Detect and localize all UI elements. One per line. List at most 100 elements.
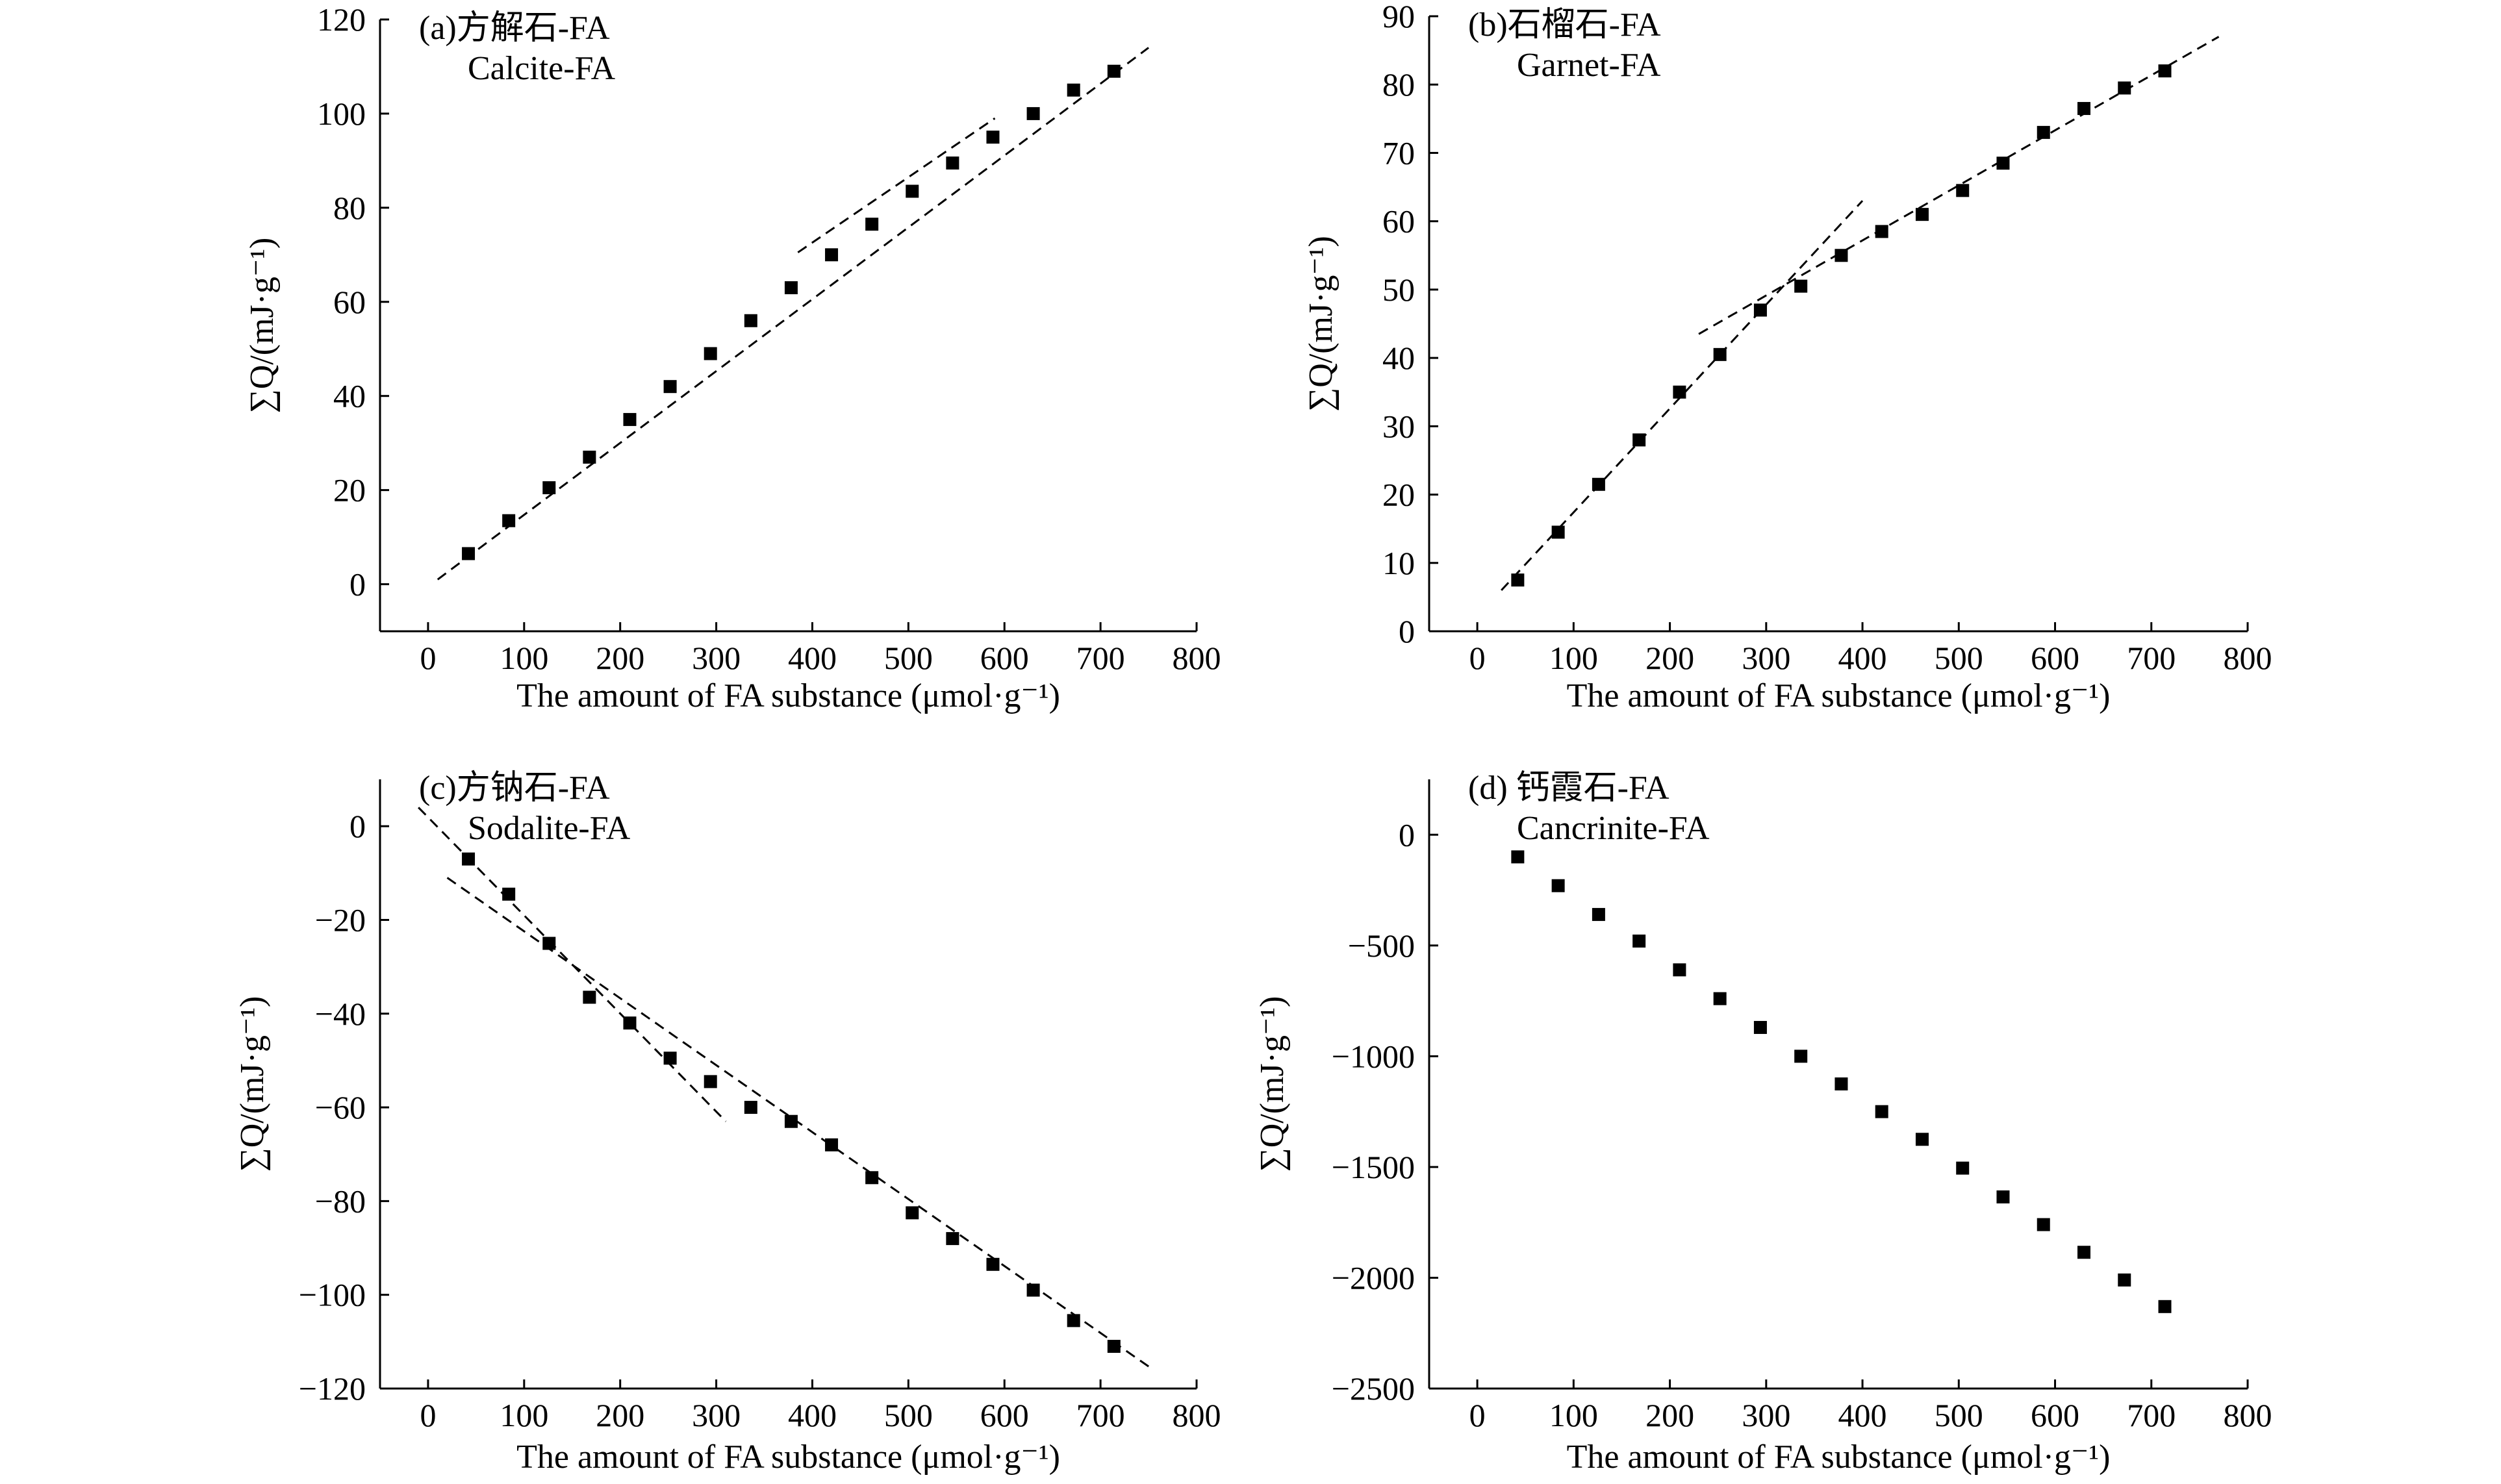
data-point — [1956, 1161, 1970, 1175]
data-point — [1956, 184, 1970, 197]
fit-line — [446, 877, 1154, 1371]
data-point — [1875, 225, 1888, 238]
data-point — [1107, 1340, 1121, 1353]
data-point — [663, 1051, 677, 1065]
x-tick-label: 800 — [2224, 1397, 2272, 1433]
y-tick-label: 0 — [1399, 613, 1415, 649]
data-point — [1996, 1190, 2010, 1203]
y-tick-label: 0 — [1399, 816, 1415, 853]
y-tick-label: −1000 — [1332, 1038, 1415, 1074]
data-point — [2077, 102, 2090, 116]
fit-line — [797, 117, 996, 253]
x-tick-label: 500 — [884, 640, 933, 676]
panel-label: (c)方钠石-FA — [419, 770, 610, 807]
data-point — [502, 514, 516, 527]
data-point — [623, 412, 637, 426]
data-point — [1026, 107, 1040, 120]
chart-panel-2: 0 100 200 300 400 500 600 700 800 0 10 20 30 40 50 60 70… — [1302, 0, 2272, 714]
x-tick-label: 300 — [1742, 640, 1790, 676]
panel-label: (b)石榴石-FA — [1468, 6, 1661, 44]
data-point — [542, 937, 556, 950]
data-point — [2077, 1246, 2090, 1259]
y-tick-label: −500 — [1348, 927, 1415, 964]
data-point — [1026, 1283, 1040, 1297]
data-point — [1915, 1133, 1929, 1146]
data-point — [825, 248, 839, 262]
data-point — [2118, 1273, 2131, 1287]
x-tick-label: 600 — [980, 1397, 1029, 1433]
data-point — [1834, 249, 1848, 262]
data-point — [1592, 908, 1605, 922]
y-tick-label: −80 — [315, 1183, 366, 1219]
x-tick-label: 200 — [1645, 640, 1694, 676]
x-tick-label: 400 — [788, 640, 837, 676]
panel-label: (a)方解石-FA — [419, 10, 610, 47]
x-tick-label: 0 — [1469, 640, 1486, 676]
data-point — [946, 1232, 959, 1246]
chart-panel-4: 0 100 200 300 400 500 600 700 800 0 −500 −1000 −1500… — [1254, 770, 2272, 1476]
data-point — [1551, 879, 1565, 892]
panel-sublabel: Calcite-FA — [468, 50, 616, 87]
x-tick-label: 100 — [1549, 1397, 1598, 1433]
y-tick-label: 20 — [1382, 477, 1415, 513]
x-tick-label: 600 — [980, 640, 1029, 676]
fit-line — [1698, 36, 2220, 335]
data-point — [1632, 934, 1646, 948]
data-point — [462, 547, 476, 560]
data-point — [865, 218, 879, 231]
y-tick-label: −2000 — [1332, 1259, 1415, 1296]
data-point — [906, 1206, 919, 1220]
data-point — [1915, 208, 1929, 221]
data-point — [1713, 347, 1727, 361]
y-tick-label: 120 — [317, 1, 366, 38]
data-point — [583, 450, 596, 464]
y-tick-label: 90 — [1382, 0, 1415, 34]
data-point — [663, 380, 677, 394]
data-point — [784, 281, 798, 295]
y-axis-title: ∑Q/(mJ·g⁻¹) — [1302, 236, 1339, 412]
x-tick-label: 800 — [2224, 640, 2272, 676]
chart-panel-3: 0 100 200 300 400 500 600 700 800 0 −20 −40 −60 −80 −1… — [234, 770, 1221, 1476]
x-tick-label: 0 — [420, 1397, 436, 1433]
data-point — [542, 481, 556, 494]
panel-sublabel: Garnet-FA — [1517, 47, 1661, 84]
data-point — [744, 1101, 757, 1114]
data-point — [1067, 1314, 1080, 1327]
x-tick-label: 100 — [500, 640, 548, 676]
data-point — [986, 1257, 1000, 1271]
x-tick-label: 200 — [1645, 1397, 1694, 1433]
y-tick-label: 10 — [1382, 545, 1415, 581]
x-tick-label: 500 — [884, 1397, 933, 1433]
panel-sublabel: Sodalite-FA — [468, 810, 631, 847]
x-tick-label: 700 — [1076, 640, 1125, 676]
y-axis-title: ∑Q/(mJ·g⁻¹) — [1254, 996, 1291, 1172]
y-tick-label: 20 — [333, 472, 366, 509]
y-tick-label: 40 — [333, 378, 366, 414]
x-tick-label: 0 — [420, 640, 436, 676]
data-point — [1632, 433, 1646, 447]
x-tick-label: 500 — [1935, 1397, 1983, 1433]
x-tick-label: 500 — [1935, 640, 1983, 676]
data-point — [2158, 1300, 2172, 1313]
x-tick-label: 300 — [692, 640, 741, 676]
y-tick-label: 0 — [349, 566, 366, 603]
y-tick-label: 70 — [1382, 134, 1415, 171]
x-tick-label: 700 — [1076, 1397, 1125, 1433]
panel-label: (d) 钙霞石-FA — [1468, 770, 1669, 807]
y-tick-label: −120 — [299, 1370, 366, 1407]
data-point — [1592, 477, 1605, 491]
data-point — [623, 1016, 637, 1030]
data-point — [2118, 81, 2131, 95]
data-point — [1511, 573, 1525, 587]
data-point — [502, 887, 516, 901]
x-tick-label: 400 — [788, 1397, 837, 1433]
data-point — [1996, 157, 2010, 170]
x-tick-label: 100 — [500, 1397, 548, 1433]
x-tick-label: 800 — [1173, 1397, 1221, 1433]
x-tick-label: 800 — [1173, 640, 1221, 676]
panel-sublabel: Cancrinite-FA — [1517, 810, 1710, 847]
y-tick-label: 80 — [1382, 66, 1415, 103]
y-tick-label: 50 — [1382, 271, 1415, 308]
data-point — [744, 314, 757, 327]
